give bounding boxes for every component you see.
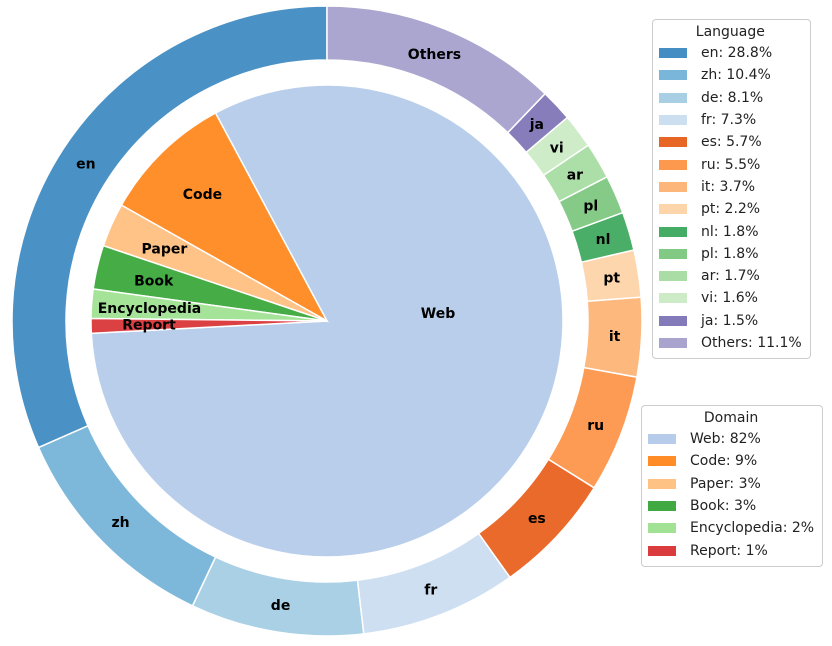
language-legend-label: pt: 2.2% xyxy=(701,201,761,218)
domain-label-web: Web xyxy=(421,306,455,322)
language-wedge-others xyxy=(326,5,547,134)
language-legend-entry: Others: 11.1% xyxy=(659,332,802,354)
language-legend-entry: en: 28.8% xyxy=(659,42,802,64)
language-legend-label: de: 8.1% xyxy=(701,89,764,106)
language-legend-label: es: 5.7% xyxy=(701,134,762,151)
language-legend-swatch xyxy=(659,159,687,170)
language-legend-label: ru: 5.5% xyxy=(701,156,761,173)
language-legend-entry: fr: 7.3% xyxy=(659,109,802,131)
domain-legend-swatch xyxy=(648,434,676,445)
domain-wedge-report xyxy=(90,317,328,335)
language-legend-entry: pt: 2.2% xyxy=(659,198,802,220)
language-legend-label: en: 28.8% xyxy=(701,45,773,62)
language-label-it: it xyxy=(609,329,621,345)
language-legend-swatch xyxy=(659,271,687,282)
language-label-en: en xyxy=(76,156,95,172)
domain-legend-entry: Web: 82% xyxy=(648,428,814,450)
language-label-pt: pt xyxy=(603,271,620,287)
language-legend-swatch xyxy=(659,293,687,304)
language-legend-label: pl: 1.8% xyxy=(701,245,759,262)
domain-legend-title: Domain xyxy=(703,410,759,426)
language-legend-swatch xyxy=(659,226,687,237)
domain-label-book: Book xyxy=(134,273,174,289)
language-legend-swatch xyxy=(659,204,687,215)
language-label-ru: ru xyxy=(587,418,604,434)
language-legend-swatch xyxy=(659,70,687,81)
domain-legend-swatch xyxy=(648,545,676,556)
language-legend-entry: ru: 5.5% xyxy=(659,153,802,175)
language-legend-swatch xyxy=(659,315,687,326)
domain-label-report: Report xyxy=(122,318,176,334)
language-legend-entry: de: 8.1% xyxy=(659,87,802,109)
language-legend-entry: vi: 1.6% xyxy=(659,287,802,309)
language-legend-swatch xyxy=(659,48,687,59)
domain-legend-swatch xyxy=(648,478,676,489)
language-legend-swatch xyxy=(659,92,687,103)
domain-legend-swatch xyxy=(648,501,676,512)
language-label-ja: ja xyxy=(529,117,544,133)
domain-legend-label: Book: 3% xyxy=(690,498,757,515)
language-legend-label: nl: 1.8% xyxy=(701,223,759,240)
language-legend-entry: ja: 1.5% xyxy=(659,310,802,332)
language-label-zh: zh xyxy=(112,515,130,531)
domain-legend-entry: Encyclopedia: 2% xyxy=(648,517,814,539)
language-legend-entry: zh: 10.4% xyxy=(659,64,802,86)
language-legend: Language en: 28.8% zh: 10.4% de: 8.1% fr: 7… xyxy=(652,19,811,360)
language-legend-swatch xyxy=(659,115,687,126)
language-legend-entry: ar: 1.7% xyxy=(659,265,802,287)
domain-legend-label: Web: 82% xyxy=(690,431,761,448)
language-legend-label: Others: 11.1% xyxy=(701,335,802,351)
language-label-ar: ar xyxy=(567,167,583,183)
language-label-nl: nl xyxy=(596,232,611,248)
language-legend-swatch xyxy=(659,137,687,148)
domain-legend-label: Encyclopedia: 2% xyxy=(690,520,815,537)
domain-legend-entry: Code: 9% xyxy=(648,450,814,472)
language-legend-entry: pl: 1.8% xyxy=(659,243,802,265)
language-legend-swatch xyxy=(659,248,687,259)
domain-legend-swatch xyxy=(648,523,676,534)
domain-legend-label: Report: 1% xyxy=(690,542,768,559)
language-label-de: de xyxy=(271,598,291,614)
domain-legend-entry: Paper: 3% xyxy=(648,473,814,495)
domain-wedge-code xyxy=(120,111,329,323)
language-label-vi: vi xyxy=(550,140,564,156)
language-label-es: es xyxy=(528,511,546,527)
language-legend-entry: nl: 1.8% xyxy=(659,220,802,242)
domain-label-paper: Paper xyxy=(142,242,188,258)
domain-legend-entry: Report: 1% xyxy=(648,539,814,561)
language-label-pl: pl xyxy=(583,198,598,214)
language-legend-swatch xyxy=(659,181,687,192)
language-label-others: Others xyxy=(408,47,461,63)
domain-label-encyclopedia: Encyclopedia xyxy=(98,301,201,317)
language-legend-label: ar: 1.7% xyxy=(701,268,760,285)
domain-legend-label: Paper: 3% xyxy=(690,475,761,492)
language-legend-label: fr: 7.3% xyxy=(701,112,757,129)
domain-legend-swatch xyxy=(648,456,676,467)
language-legend-label: vi: 1.6% xyxy=(701,290,758,307)
language-legend-label: it: 3.7% xyxy=(701,178,756,195)
domain-legend-entry: Book: 3% xyxy=(648,495,814,517)
language-legend-title: Language xyxy=(695,24,765,40)
language-legend-entry: es: 5.7% xyxy=(659,131,802,153)
language-label-fr: fr xyxy=(424,583,437,599)
domain-legend-label: Code: 9% xyxy=(690,453,758,470)
language-legend-label: ja: 1.5% xyxy=(701,312,759,329)
language-legend-entry: it: 3.7% xyxy=(659,176,802,198)
language-legend-swatch xyxy=(659,338,687,348)
domain-legend: Domain Web: 82% Code: 9% Paper: 3% Book: 3%… xyxy=(641,405,824,567)
language-legend-label: zh: 10.4% xyxy=(701,67,771,84)
language-wedge-de xyxy=(191,556,365,637)
domain-label-code: Code xyxy=(183,187,222,203)
